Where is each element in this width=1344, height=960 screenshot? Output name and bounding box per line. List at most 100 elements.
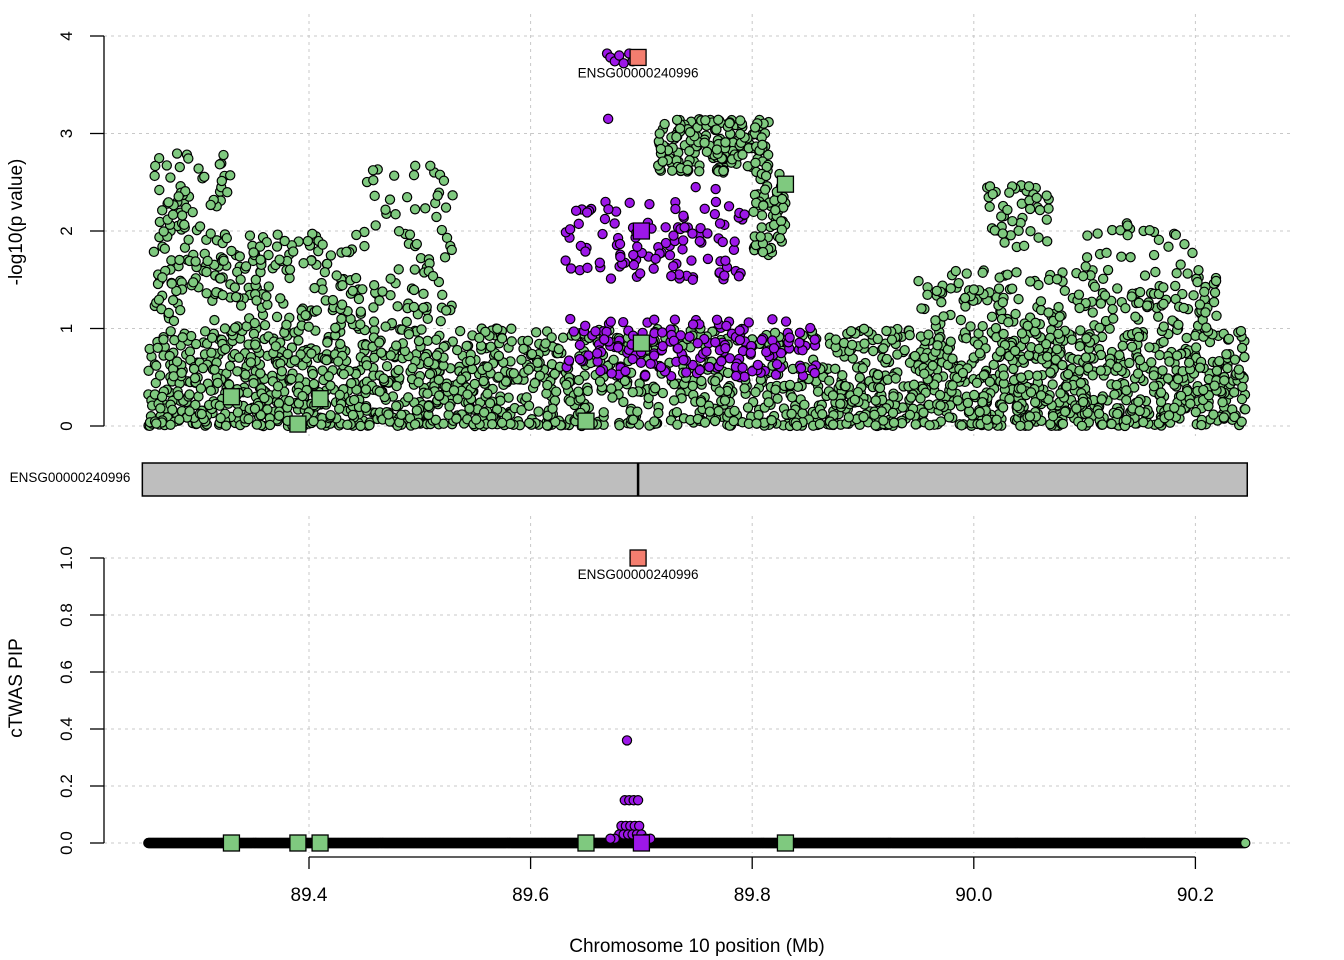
snp-point: [151, 418, 162, 429]
snp-point: [331, 270, 342, 281]
gene-marker: [776, 175, 795, 193]
gene-track-panel: ENSG00000240996: [10, 462, 1249, 497]
snp-point: [390, 209, 401, 220]
snp-point: [508, 368, 520, 379]
snp-point: [423, 400, 434, 412]
snp-point: [1240, 404, 1251, 415]
snp-point: [620, 365, 631, 377]
snp-point: [627, 353, 638, 365]
snp-point: [791, 420, 803, 432]
snp-point: [1002, 204, 1013, 216]
snp-point: [167, 404, 178, 415]
snp-point: [184, 406, 195, 417]
snp-point: [729, 405, 740, 417]
snp-point: [155, 403, 166, 414]
snp-point: [909, 350, 921, 362]
snp-point: [279, 235, 290, 247]
snp-point: [401, 316, 412, 328]
snp-point: [250, 339, 261, 350]
snp-point: [1120, 302, 1131, 314]
snp-point: [1221, 349, 1232, 360]
snp-point: [298, 258, 309, 269]
snp-point: [148, 246, 160, 258]
snp-point: [931, 285, 943, 297]
snp-point: [183, 234, 194, 246]
snp-point: [632, 241, 643, 252]
snp-point: [823, 375, 835, 386]
snp-point: [259, 392, 270, 404]
snp-point: [1121, 394, 1132, 406]
snp-point: [987, 188, 998, 200]
snp-point: [573, 386, 584, 397]
snp-point: [478, 375, 489, 387]
snp-point: [485, 341, 497, 352]
snp-point: [174, 254, 185, 266]
snp-point: [947, 353, 958, 364]
snp-point: [263, 281, 274, 292]
snp-point: [370, 220, 381, 231]
snp-point: [403, 392, 414, 403]
snp-point: [158, 226, 169, 237]
snp-point: [1094, 322, 1105, 334]
snp-point: [286, 373, 297, 385]
snp-point: [377, 286, 388, 297]
snp-point: [614, 420, 625, 431]
snp-point: [311, 305, 323, 316]
snp-point: [644, 198, 655, 210]
snp-point: [1158, 282, 1169, 293]
snp-point: [522, 335, 534, 347]
snp-point: [669, 314, 681, 325]
snp-point: [681, 367, 692, 378]
snp-point: [969, 389, 980, 401]
snp-point: [385, 273, 396, 284]
snp-point: [533, 406, 544, 417]
snp-point: [355, 420, 366, 432]
snp-point: [888, 417, 900, 428]
snp-point: [547, 403, 558, 414]
snp-point: [624, 197, 635, 209]
snp-point: [530, 327, 542, 338]
snp-point: [221, 232, 232, 244]
snp-point: [1146, 357, 1157, 368]
snp-point: [701, 146, 713, 158]
snp-point: [1106, 418, 1117, 430]
snp-point: [1031, 192, 1042, 204]
snp-point: [786, 408, 797, 420]
snp-point: [720, 342, 731, 354]
snp-point: [401, 191, 413, 203]
snp-point: [493, 371, 504, 383]
snp-point: [1211, 365, 1223, 376]
snp-point: [409, 264, 421, 275]
y-tick-label: 3: [57, 129, 76, 138]
snp-point: [858, 411, 869, 423]
focal-gene-marker-top: [629, 48, 647, 67]
snp-point: [657, 327, 668, 338]
snp-point: [327, 294, 339, 306]
snp-point: [1043, 307, 1054, 318]
snp-point: [330, 322, 341, 334]
snp-point: [605, 273, 617, 284]
snp-point: [776, 193, 788, 205]
snp-point: [307, 368, 319, 380]
snp-point: [1125, 252, 1136, 263]
snp-point: [1133, 331, 1145, 343]
snp-point: [1043, 203, 1054, 214]
snp-point: [493, 350, 505, 362]
snp-point: [927, 360, 938, 371]
snp-point: [233, 352, 245, 363]
snp-point: [672, 343, 684, 354]
snp-point: [684, 331, 695, 342]
snp-point: [505, 418, 516, 430]
snp-point: [1222, 362, 1233, 374]
snp-point: [1138, 416, 1149, 428]
snp-point: [164, 350, 175, 362]
snp-point: [430, 414, 441, 426]
snp-point: [540, 338, 551, 349]
snp-point: [243, 413, 254, 425]
snp-point: [1109, 389, 1120, 400]
snp-point: [506, 336, 517, 347]
snp-point: [393, 264, 404, 275]
snp-point: [202, 255, 213, 267]
snp-point: [899, 344, 910, 356]
snp-point: [924, 419, 935, 431]
